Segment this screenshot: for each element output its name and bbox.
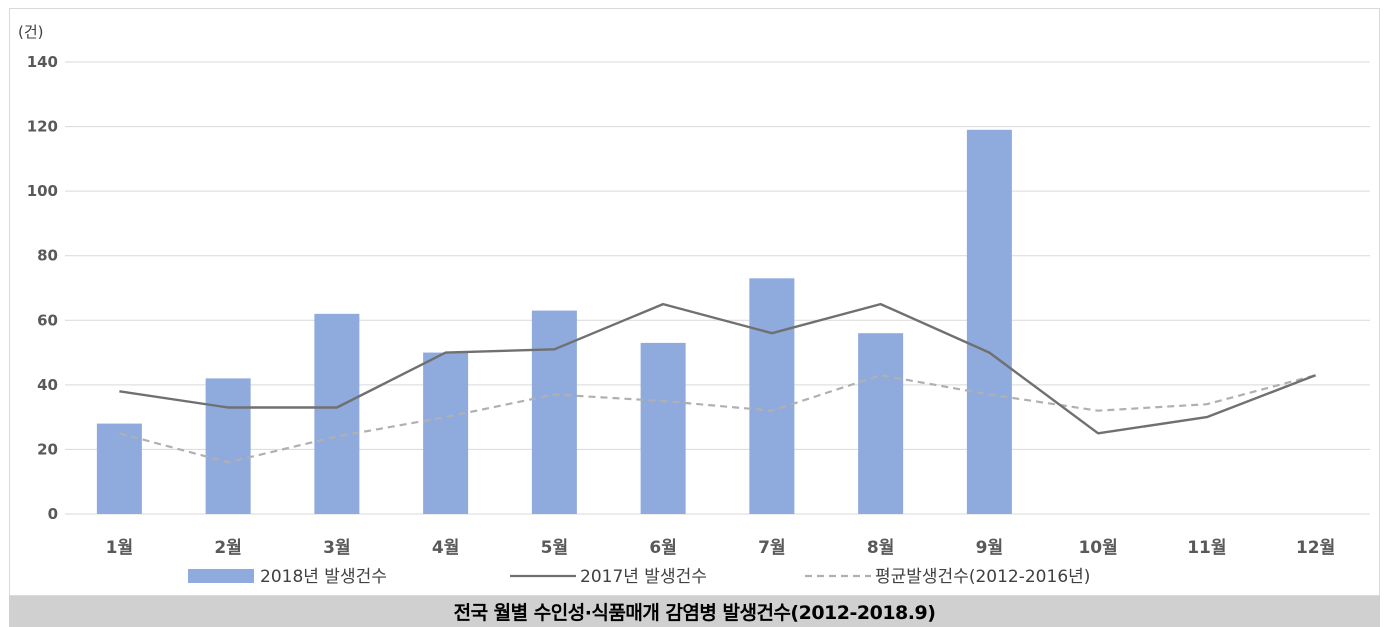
x-tick-label: 8월 bbox=[867, 538, 894, 558]
bar-2월 bbox=[205, 378, 251, 514]
y-tick-label: 0 bbox=[48, 505, 58, 523]
bar-5월 bbox=[531, 310, 577, 514]
y-tick-label: 20 bbox=[37, 440, 58, 458]
x-tick-label: 5월 bbox=[541, 538, 568, 558]
x-tick-label: 11월 bbox=[1187, 538, 1226, 558]
x-tick-label: 2월 bbox=[214, 538, 241, 558]
y-unit-label: (건) bbox=[18, 23, 44, 41]
bar-6월 bbox=[640, 342, 686, 514]
y-tick-label: 100 bbox=[27, 182, 58, 200]
y-tick-label: 120 bbox=[27, 118, 58, 136]
x-tick-label: 7월 bbox=[758, 538, 785, 558]
bar-series bbox=[96, 129, 1012, 515]
caption-bar: 전국 월별 수인성·식품매개 감염병 발생건수(2012-2018.9) bbox=[9, 596, 1380, 627]
chart-caption: 전국 월별 수인성·식품매개 감염병 발생건수(2012-2018.9) bbox=[453, 602, 936, 624]
legend-label: 2018년 발생건수 bbox=[260, 567, 387, 587]
bar-7월 bbox=[749, 278, 795, 514]
legend-label: 평균발생건수(2012-2016년) bbox=[875, 567, 1090, 587]
y-tick-label: 80 bbox=[37, 247, 58, 265]
bar-4월 bbox=[423, 352, 469, 514]
line-series-2017 bbox=[119, 302, 1317, 435]
y-tick-labels: 0 20 40 60 80 100 120 140 bbox=[27, 53, 58, 523]
x-tick-label: 9월 bbox=[976, 538, 1003, 558]
x-tick-label: 3월 bbox=[323, 538, 350, 558]
x-tick-label: 1월 bbox=[106, 538, 133, 558]
bar-1월 bbox=[96, 423, 142, 514]
x-tick-label: 12월 bbox=[1296, 538, 1335, 558]
line-series bbox=[119, 302, 1317, 464]
y-tick-label: 60 bbox=[37, 311, 58, 329]
bar-3월 bbox=[314, 313, 360, 514]
legend-swatch-bar bbox=[188, 569, 254, 583]
bar-8월 bbox=[858, 333, 904, 514]
line-series-average bbox=[119, 374, 1316, 464]
bar-9월 bbox=[966, 129, 1012, 515]
x-tick-label: 4월 bbox=[432, 538, 459, 558]
chart-frame: 0 20 40 60 80 100 120 140 (건) 1월 2월 3월 4월 5월 6월 7월 8월 9… bbox=[9, 8, 1380, 596]
legend-label: 2017년 발생건수 bbox=[580, 567, 707, 587]
x-tick-labels: 1월 2월 3월 4월 5월 6월 7월 8월 9월 10월 11월 12월 bbox=[106, 538, 1336, 558]
x-tick-label: 10월 bbox=[1078, 538, 1117, 558]
y-tick-label: 40 bbox=[37, 376, 58, 394]
y-tick-label: 140 bbox=[27, 53, 58, 71]
legend: 2018년 발생건수 2017년 발생건수 평균발생건수(2012-2016년) bbox=[188, 567, 1090, 587]
x-tick-label: 6월 bbox=[649, 538, 676, 558]
chart-svg: 0 20 40 60 80 100 120 140 (건) 1월 2월 3월 4월 5월 6월 7월 8월 9… bbox=[18, 23, 1370, 587]
gridlines bbox=[65, 61, 1370, 515]
